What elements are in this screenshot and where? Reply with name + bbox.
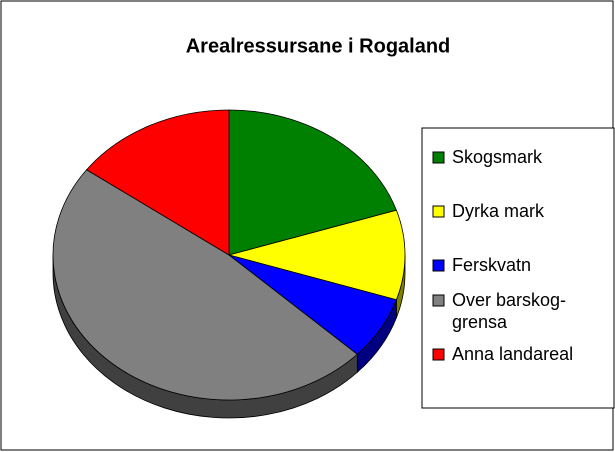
legend-label: Anna landareal xyxy=(452,344,573,364)
pie-tops xyxy=(52,109,406,401)
legend-label: Skogsmark xyxy=(452,147,543,167)
legend-swatch xyxy=(432,294,445,307)
legend-swatch xyxy=(432,151,445,164)
legend-label: Ferskvatn xyxy=(452,255,531,275)
legend-box xyxy=(421,127,615,409)
pie-slice xyxy=(52,169,358,401)
legend-label: Over barskog-grensa xyxy=(452,290,566,332)
pie-slice xyxy=(228,109,397,256)
legend-label: Dyrka mark xyxy=(452,201,545,221)
pie-slice xyxy=(227,209,406,301)
legend-swatch xyxy=(432,259,445,272)
legend: Skogsmark Dyrka mark Ferskvatn Over barskog… xyxy=(432,147,573,364)
legend-swatch xyxy=(432,205,445,218)
chart-title: Arealressursane i Rogaland xyxy=(186,35,451,57)
pie-slice xyxy=(85,109,230,256)
legend-swatch xyxy=(432,348,445,361)
